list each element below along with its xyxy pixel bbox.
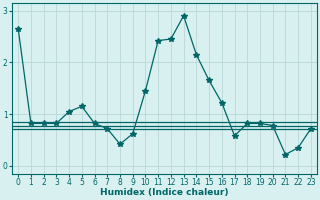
X-axis label: Humidex (Indice chaleur): Humidex (Indice chaleur): [100, 188, 229, 197]
